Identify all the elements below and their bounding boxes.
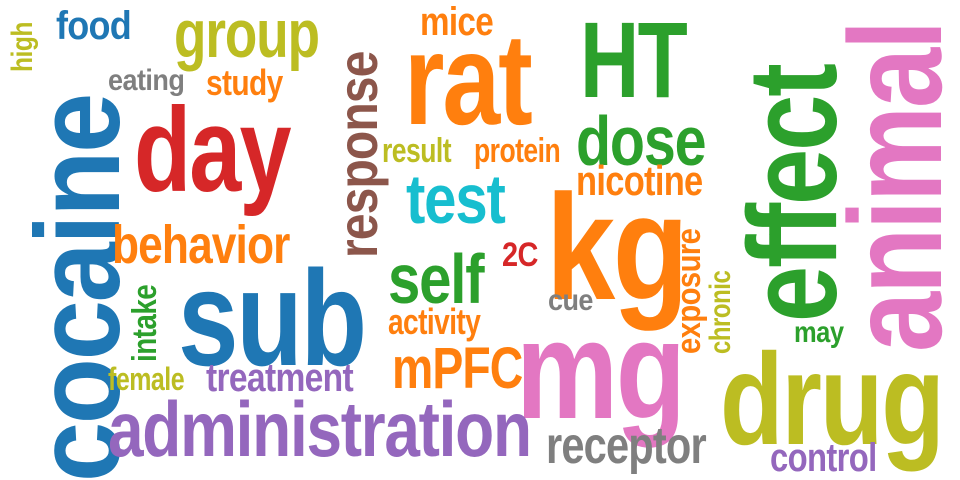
word-nicotine: nicotine: [576, 157, 703, 204]
word-response: response: [326, 51, 389, 258]
word-group: group: [174, 0, 320, 72]
word-sub: sub: [178, 242, 367, 394]
word-receptor: receptor: [546, 417, 707, 475]
word-animal: animal: [822, 22, 960, 353]
word-2c: 2C: [502, 236, 538, 274]
word-eating: eating: [108, 64, 185, 97]
word-activity: activity: [388, 301, 481, 342]
word-food: food: [56, 4, 132, 48]
word-ht: HT: [580, 0, 688, 120]
word-study: study: [206, 62, 283, 103]
word-result: result: [382, 132, 452, 170]
word-protein: protein: [474, 132, 561, 170]
word-test: test: [406, 160, 506, 238]
word-intake: intake: [126, 284, 164, 362]
word-self: self: [388, 240, 485, 318]
word-cue: cue: [548, 284, 593, 317]
word-day: day: [134, 83, 292, 217]
word-behavior: behavior: [112, 215, 290, 275]
word-female: female: [108, 361, 185, 397]
word-control: control: [770, 436, 877, 480]
word-mg: mg: [516, 291, 686, 448]
word-treatment: treatment: [206, 356, 354, 400]
word-mpfc: mPFC: [392, 336, 523, 401]
word-high: high: [6, 22, 39, 72]
word-administration: administration: [108, 385, 532, 473]
word-kg: kg: [546, 163, 689, 331]
word-rat: rat: [404, 6, 533, 152]
word-dose: dose: [576, 102, 707, 180]
word-drug: drug: [720, 326, 945, 472]
word-may: may: [794, 316, 844, 349]
word-mice: mice: [420, 0, 494, 44]
